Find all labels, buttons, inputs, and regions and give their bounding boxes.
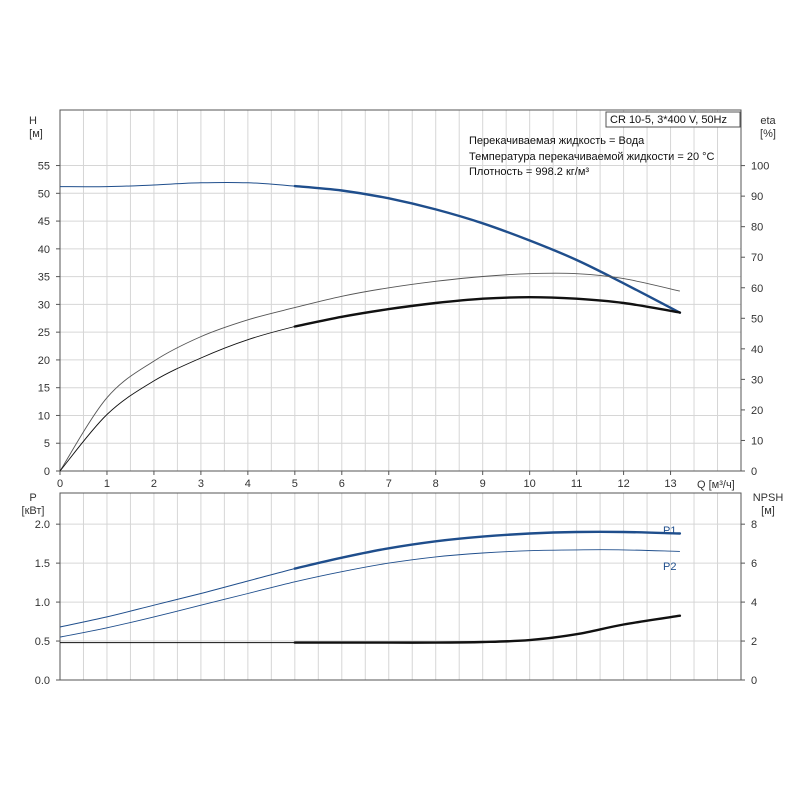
eta-tick-label: 80	[751, 222, 763, 234]
x-tick-label: 10	[524, 478, 536, 490]
h-tick-label: 25	[38, 327, 50, 339]
h-tick-label: 20	[38, 355, 50, 367]
x-tick-label: 3	[198, 478, 204, 490]
eta-axis-unit: [%]	[760, 128, 776, 140]
x-tick-label: 8	[433, 478, 439, 490]
p2-curve	[59, 549, 680, 638]
x-tick-label: 11	[571, 478, 582, 490]
eta-tick-label: 10	[751, 435, 763, 447]
x-tick-label: 7	[386, 478, 392, 490]
eta-tick-label: 90	[751, 191, 763, 203]
h-tick-label: 15	[38, 383, 50, 395]
info-box-frame	[605, 111, 741, 128]
eta-thin-curve	[59, 272, 680, 472]
head-curve	[59, 181, 681, 314]
eta-tick-label: 30	[751, 374, 763, 386]
x-tick-label: 12	[617, 478, 629, 490]
h-tick-label: 45	[38, 216, 50, 228]
h-tick-label: 35	[38, 272, 50, 284]
p-axis-unit: [кВт]	[22, 505, 45, 517]
x-tick-label: 2	[151, 478, 157, 490]
eta-tick-label: 100	[751, 161, 769, 173]
eta-curve-operating	[293, 295, 682, 328]
npsh-curve	[59, 615, 680, 644]
eta-axis-label: eta	[760, 115, 776, 127]
h-tick-label: 40	[38, 244, 50, 256]
x-tick-label: 0	[57, 478, 63, 490]
bottom-panel-curves	[59, 530, 682, 644]
npsh-tick-label: 6	[751, 558, 757, 570]
x-tick-label: 13	[664, 478, 676, 490]
npsh-curve-operating	[293, 614, 682, 644]
x-tick-label: 9	[480, 478, 486, 490]
x-tick-label: 4	[245, 478, 251, 490]
info-line-liquid: Перекачиваемая жидкость = Вода	[469, 135, 645, 147]
top-panel-frame	[59, 109, 742, 472]
x-tick-label: 5	[292, 478, 298, 490]
eta-tick-label: 20	[751, 405, 763, 417]
h-axis-label: H	[29, 115, 37, 127]
p-tick-label: 2.0	[35, 519, 50, 531]
eta-tick-label: 0	[751, 466, 757, 478]
top-panel-curves	[59, 181, 682, 472]
x-tick-label: 6	[339, 478, 345, 490]
npsh-axis-label: NPSH	[753, 492, 784, 504]
x-tick-label: 1	[104, 478, 110, 490]
p-tick-label: 0.5	[35, 636, 50, 648]
h-tick-label: 0	[44, 466, 50, 478]
p1-curve-operating	[293, 530, 682, 570]
npsh-tick-label: 2	[751, 636, 757, 648]
info-line-density: Плотность = 998.2 кг/м³	[469, 166, 589, 178]
eta-tick-label: 40	[751, 344, 763, 356]
p-tick-label: 1.5	[35, 558, 50, 570]
top-panel-tick-labels: 0 1 2 3 4 5 6 7 8 9 10 11 12 130510152025303540455055…	[38, 161, 770, 490]
head-curve-operating	[293, 184, 682, 314]
eta-tick-label: 50	[751, 313, 763, 325]
eta-tick-label: 60	[751, 283, 763, 295]
p1-curve	[59, 531, 680, 628]
info-line-temperature: Температура перекачиваемой жидкости = 20…	[469, 151, 715, 163]
legend-p1: P1	[663, 525, 676, 537]
npsh-tick-label: 0	[751, 675, 757, 687]
p-tick-label: 1.0	[35, 597, 50, 609]
npsh-tick-label: 8	[751, 519, 757, 531]
h-tick-label: 50	[38, 188, 50, 200]
bottom-panel-frame	[59, 492, 742, 681]
info-box-text: CR 10-5, 3*400 V, 50Hz	[610, 114, 727, 126]
p-tick-label: 0.0	[35, 675, 50, 687]
h-tick-label: 10	[38, 410, 50, 422]
eta-tick-label: 70	[751, 252, 763, 264]
h-tick-label: 55	[38, 161, 50, 173]
q-axis-label: Q [м³/ч]	[697, 479, 735, 491]
eta-curve	[59, 296, 680, 472]
p-axis-label: P	[29, 492, 36, 504]
legend-p2: P2	[663, 561, 676, 573]
npsh-tick-label: 4	[751, 597, 757, 609]
bottom-panel-grid	[60, 493, 741, 680]
h-tick-label: 30	[38, 299, 50, 311]
npsh-axis-unit: [м]	[761, 505, 775, 517]
bottom-panel-tick-labels: 0.0 0.5 1.0 1.5 2.0 0 2 4 6 8	[35, 519, 757, 687]
top-panel-grid	[60, 110, 741, 471]
h-tick-label: 5	[44, 438, 50, 450]
h-axis-unit: [м]	[29, 128, 43, 140]
